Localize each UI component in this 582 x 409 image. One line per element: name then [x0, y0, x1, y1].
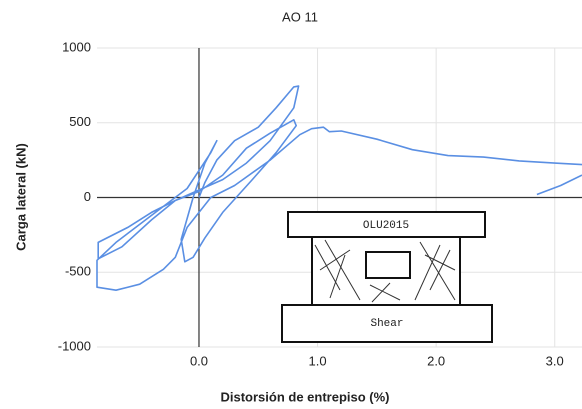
y-tick-label: 1000: [62, 39, 91, 54]
x-tick-label: 2.0: [427, 353, 445, 368]
y-tick-label: 0: [84, 189, 91, 204]
y-tick-label: -1000: [58, 338, 91, 353]
lines: [96, 85, 582, 291]
specimen-inset: OLU2015 Shear: [281, 211, 493, 343]
data-line: [96, 85, 582, 291]
axes: -1000 -500 0 500 1000 0.0 1.0 2.0 3.0: [58, 39, 582, 368]
inset-label: Shear: [370, 318, 403, 330]
x-axis-label: Distorsión de entrepiso (%): [220, 389, 389, 404]
x-tick-label: 3.0: [546, 353, 564, 368]
x-tick-label: 0.0: [190, 353, 208, 368]
chart-title: AO 11: [282, 9, 318, 24]
inset-label: OLU2015: [363, 220, 409, 232]
y-tick-label: -500: [65, 264, 91, 279]
y-tick-label: 500: [69, 114, 91, 129]
x-tick-label: 1.0: [309, 353, 327, 368]
y-axis-label: Carga lateral (kN): [13, 143, 28, 251]
